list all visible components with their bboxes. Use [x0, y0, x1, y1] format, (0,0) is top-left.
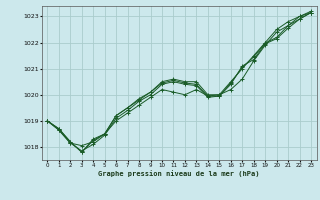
- X-axis label: Graphe pression niveau de la mer (hPa): Graphe pression niveau de la mer (hPa): [99, 170, 260, 177]
